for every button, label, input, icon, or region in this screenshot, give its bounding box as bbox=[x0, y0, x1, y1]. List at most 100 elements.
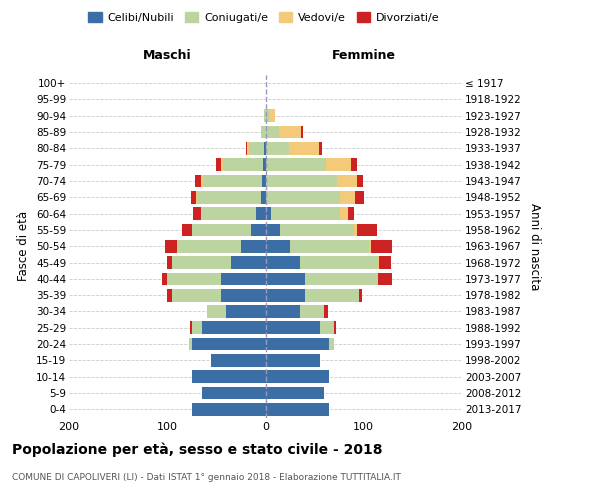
Bar bbox=[269, 110, 275, 122]
Bar bbox=[263, 110, 265, 122]
Bar bbox=[290, 240, 368, 252]
Bar bbox=[203, 174, 262, 188]
Bar bbox=[265, 110, 269, 122]
Text: Maschi: Maschi bbox=[143, 50, 191, 62]
Y-axis label: Fasce di età: Fasce di età bbox=[17, 211, 31, 282]
Text: Femmine: Femmine bbox=[332, 50, 396, 62]
Bar bbox=[206, 305, 226, 318]
Bar bbox=[231, 256, 265, 269]
Bar bbox=[265, 126, 279, 138]
Bar bbox=[265, 354, 320, 367]
Bar bbox=[265, 272, 305, 285]
Bar bbox=[251, 224, 265, 236]
Bar bbox=[192, 338, 265, 350]
Bar bbox=[265, 224, 280, 236]
Bar bbox=[172, 256, 231, 269]
Bar bbox=[266, 191, 340, 203]
Bar bbox=[265, 174, 266, 188]
Bar bbox=[319, 142, 322, 155]
Bar bbox=[265, 322, 320, 334]
Bar bbox=[197, 191, 260, 203]
Bar bbox=[265, 142, 289, 155]
Bar bbox=[202, 208, 256, 220]
Bar bbox=[167, 289, 172, 302]
Bar bbox=[192, 403, 265, 415]
Bar bbox=[246, 142, 247, 155]
Bar bbox=[221, 158, 223, 171]
Bar bbox=[348, 208, 354, 220]
Bar bbox=[340, 208, 348, 220]
Bar bbox=[200, 174, 203, 188]
Bar bbox=[320, 322, 334, 334]
Bar bbox=[217, 158, 221, 171]
Bar bbox=[256, 208, 265, 220]
Bar bbox=[357, 224, 377, 236]
Bar bbox=[263, 158, 265, 171]
Bar bbox=[165, 240, 177, 252]
Bar bbox=[265, 93, 266, 106]
Bar bbox=[167, 256, 172, 269]
Bar bbox=[260, 126, 265, 138]
Bar bbox=[260, 191, 265, 203]
Bar bbox=[191, 191, 196, 203]
Bar bbox=[265, 256, 300, 269]
Bar bbox=[265, 208, 271, 220]
Bar bbox=[359, 289, 362, 302]
Bar bbox=[196, 191, 197, 203]
Bar bbox=[368, 240, 371, 252]
Bar bbox=[249, 142, 263, 155]
Bar bbox=[325, 305, 328, 318]
Text: Popolazione per età, sesso e stato civile - 2018: Popolazione per età, sesso e stato civil… bbox=[12, 442, 383, 457]
Bar bbox=[305, 289, 359, 302]
Bar bbox=[172, 289, 221, 302]
Bar bbox=[193, 208, 200, 220]
Bar bbox=[305, 272, 379, 285]
Bar bbox=[371, 240, 392, 252]
Bar bbox=[200, 208, 202, 220]
Bar bbox=[379, 272, 392, 285]
Bar bbox=[334, 322, 336, 334]
Bar bbox=[247, 142, 249, 155]
Bar bbox=[223, 158, 263, 171]
Bar bbox=[226, 305, 265, 318]
Bar bbox=[202, 386, 265, 400]
Bar bbox=[167, 272, 221, 285]
Bar bbox=[326, 158, 351, 171]
Bar bbox=[265, 77, 266, 90]
Bar bbox=[355, 191, 364, 203]
Y-axis label: Anni di nascita: Anni di nascita bbox=[528, 202, 541, 290]
Bar bbox=[265, 338, 329, 350]
Bar bbox=[354, 224, 357, 236]
Bar bbox=[265, 305, 300, 318]
Bar bbox=[266, 174, 337, 188]
Text: COMUNE DI CAPOLIVERI (LI) - Dati ISTAT 1° gennaio 2018 - Elaborazione TUTTITALIA: COMUNE DI CAPOLIVERI (LI) - Dati ISTAT 1… bbox=[12, 472, 401, 482]
Bar bbox=[265, 403, 329, 415]
Bar bbox=[190, 322, 192, 334]
Bar bbox=[221, 272, 265, 285]
Bar bbox=[300, 305, 325, 318]
Bar bbox=[265, 289, 305, 302]
Bar bbox=[192, 370, 265, 383]
Bar bbox=[289, 142, 319, 155]
Bar bbox=[351, 158, 357, 171]
Bar bbox=[337, 174, 357, 188]
Bar bbox=[241, 240, 265, 252]
Bar bbox=[265, 158, 326, 171]
Bar bbox=[340, 191, 355, 203]
Bar bbox=[300, 256, 379, 269]
Legend: Celibi/Nubili, Coniugati/e, Vedovi/e, Divorziati/e: Celibi/Nubili, Coniugati/e, Vedovi/e, Di… bbox=[84, 8, 444, 28]
Bar bbox=[265, 191, 266, 203]
Bar bbox=[265, 370, 329, 383]
Bar bbox=[265, 240, 290, 252]
Bar bbox=[279, 126, 301, 138]
Bar bbox=[192, 322, 202, 334]
Bar bbox=[211, 354, 265, 367]
Bar bbox=[262, 174, 265, 188]
Bar bbox=[263, 142, 265, 155]
Bar bbox=[329, 338, 334, 350]
Bar bbox=[195, 174, 200, 188]
Bar bbox=[265, 386, 325, 400]
Bar bbox=[189, 338, 192, 350]
Bar bbox=[163, 272, 167, 285]
Bar bbox=[182, 224, 192, 236]
